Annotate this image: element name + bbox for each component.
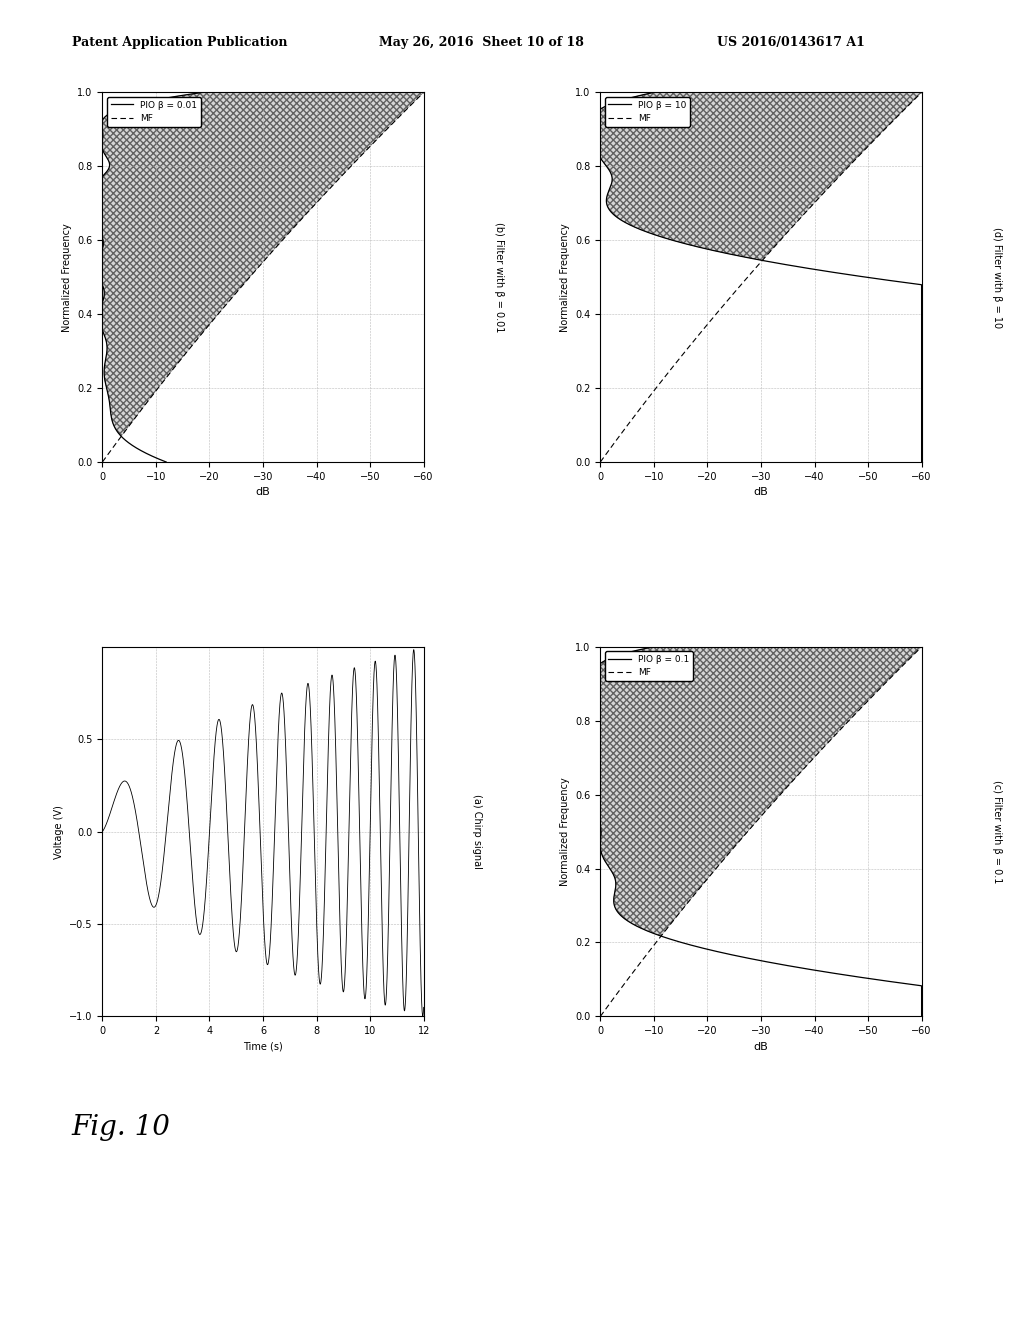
- X-axis label: dB: dB: [754, 487, 768, 498]
- Text: (c) Filter with β = 0.1: (c) Filter with β = 0.1: [992, 780, 1002, 883]
- Text: (a) Chirp signal: (a) Chirp signal: [472, 795, 482, 869]
- Legend: PIO β = 10, MF: PIO β = 10, MF: [605, 96, 690, 127]
- Text: (b) Filter with β = 0.01: (b) Filter with β = 0.01: [495, 222, 505, 333]
- Text: Fig. 10: Fig. 10: [72, 1114, 171, 1142]
- Text: May 26, 2016  Sheet 10 of 18: May 26, 2016 Sheet 10 of 18: [379, 36, 584, 49]
- X-axis label: dB: dB: [256, 487, 270, 498]
- Y-axis label: Normalized Frequency: Normalized Frequency: [560, 777, 569, 886]
- Legend: PIO β = 0.1, MF: PIO β = 0.1, MF: [605, 651, 693, 681]
- Text: (d) Filter with β = 10: (d) Filter with β = 10: [992, 227, 1002, 327]
- X-axis label: Time (s): Time (s): [243, 1041, 283, 1052]
- Legend: PIO β = 0.01, MF: PIO β = 0.01, MF: [106, 96, 201, 127]
- X-axis label: dB: dB: [754, 1041, 768, 1052]
- Y-axis label: Normalized Frequency: Normalized Frequency: [560, 223, 569, 331]
- Y-axis label: Voltage (V): Voltage (V): [53, 805, 63, 858]
- Text: Patent Application Publication: Patent Application Publication: [72, 36, 287, 49]
- Y-axis label: Normalized Frequency: Normalized Frequency: [61, 223, 72, 331]
- Text: US 2016/0143617 A1: US 2016/0143617 A1: [717, 36, 864, 49]
